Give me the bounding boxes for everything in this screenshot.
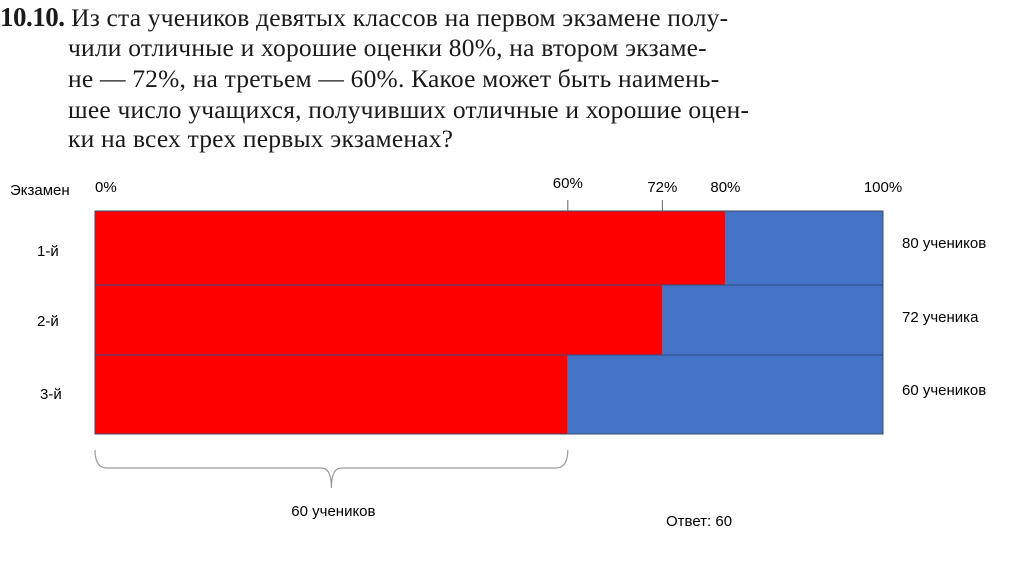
top-tick-label-1: 0% — [95, 179, 117, 196]
bar-segment-3-2 — [567, 355, 883, 434]
top-ticks-group: 0% 60% 72% 80% 100% — [95, 175, 902, 211]
problem-statement: 10.10. Из ста учеников девятых классов н… — [0, 0, 1024, 153]
brace-label: 60 учеников — [291, 503, 375, 520]
problem-line-3: не — 72%, на третьем — 60%. Какое может … — [68, 64, 720, 93]
problem-line-5: ки на всех трех первых экзаменах? — [68, 124, 454, 153]
top-tick-label-4: 80% — [710, 179, 740, 196]
brace-bracket — [94, 449, 569, 489]
row-annotation-3: 60 учеников — [902, 382, 986, 399]
category-label-2: 2-й — [37, 313, 59, 330]
top-tick-label-3: 72% — [647, 179, 677, 196]
problem-number: 10.10. — [0, 2, 65, 32]
row-annotation-2: 72 ученика — [902, 309, 979, 326]
bar-segment-1-2 — [725, 211, 883, 285]
bar-segment-3-1 — [95, 355, 568, 434]
problem-line-1: 10.10. Из ста учеников девятых классов н… — [0, 2, 729, 32]
bar-segment-2-2 — [662, 285, 883, 355]
category-labels-group: 1-й 2-й 3-й — [37, 243, 62, 403]
problem-line-4: шее число учащихся, получивших отличные … — [68, 95, 750, 124]
row-annotations-group: 80 учеников 72 ученика 60 учеников — [902, 235, 986, 399]
problem-line-2: чили отличные и хорошие оценки 80%, на в… — [68, 33, 707, 62]
chart-outline — [94, 210, 884, 435]
bars-group — [94, 210, 884, 435]
row-header-label: Экзамен — [10, 182, 70, 199]
top-tick-label-5: 100% — [864, 179, 902, 196]
bar-segment-2-1 — [95, 285, 663, 355]
top-tick-label-2: 60% — [553, 175, 583, 192]
answer-text: Ответ: 60 — [666, 513, 732, 530]
row-annotation-1: 80 учеников — [902, 235, 986, 252]
category-label-3: 3-й — [40, 386, 62, 403]
bar-segment-1-1 — [95, 211, 726, 285]
category-label-1: 1-й — [37, 243, 59, 260]
